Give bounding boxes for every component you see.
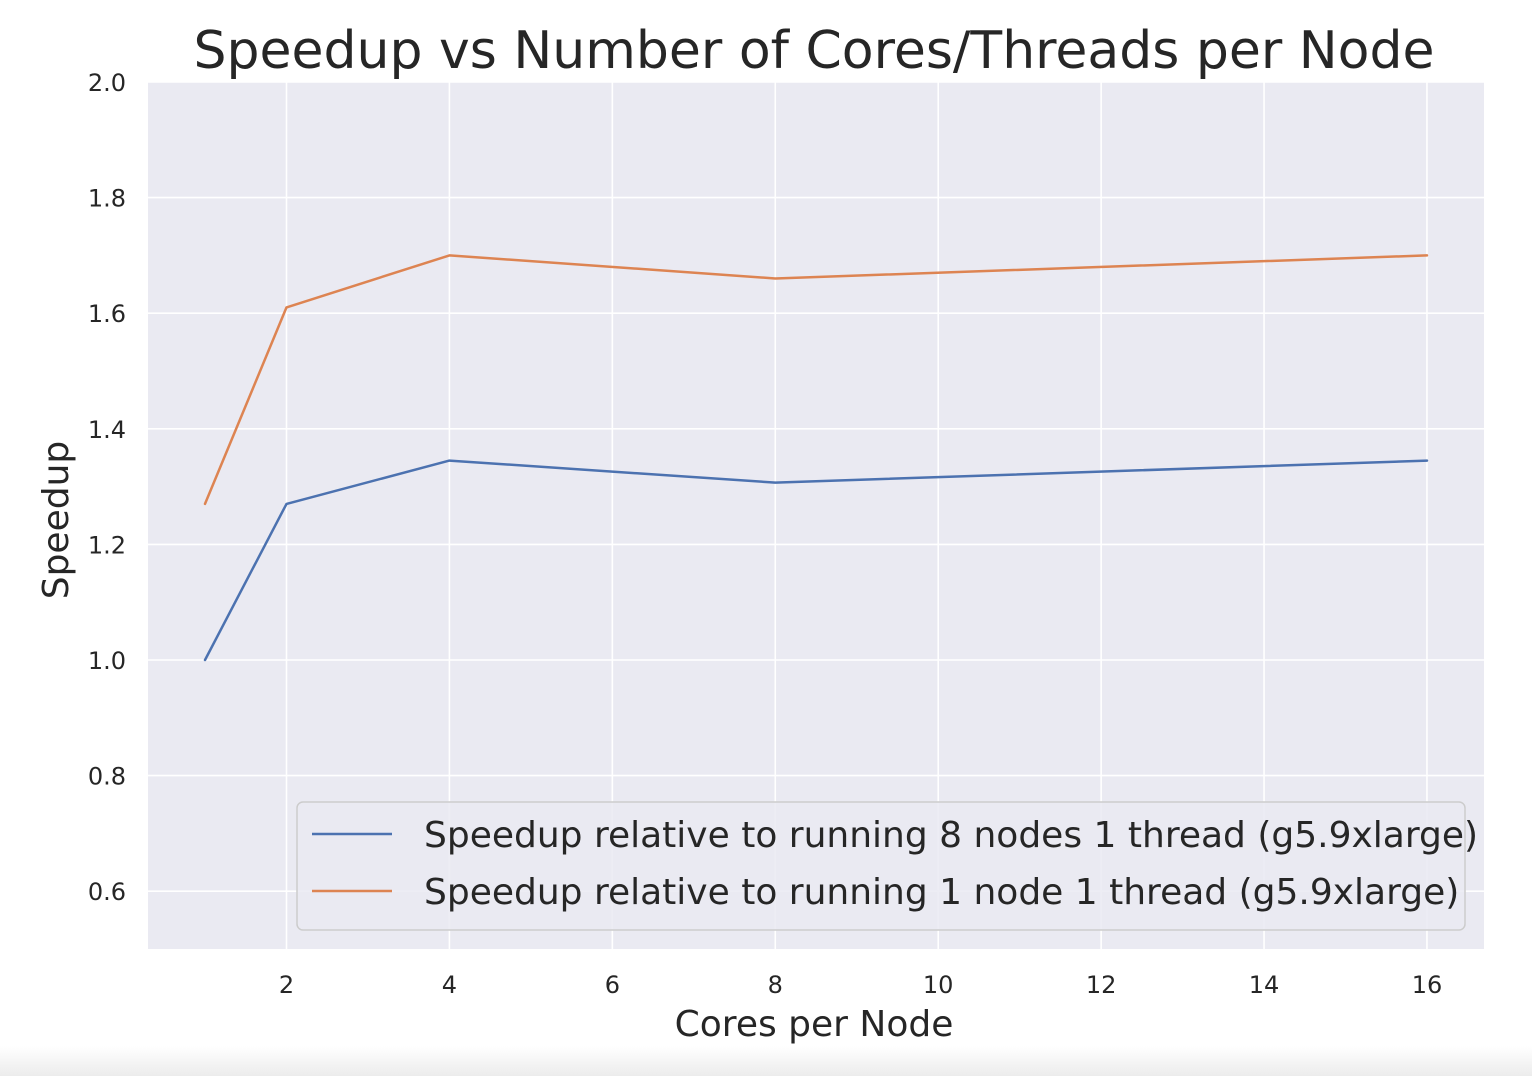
- y-tick-label: 1.8: [88, 185, 126, 213]
- legend-label-series-2: Speedup relative to running 1 node 1 thr…: [424, 872, 1459, 913]
- y-tick-label: 1.0: [88, 647, 126, 675]
- x-tick-label: 4: [442, 971, 457, 999]
- legend: Speedup relative to running 8 nodes 1 th…: [296, 801, 1478, 931]
- series-1-point: [286, 503, 287, 504]
- tick-labels: 2 4 6 8 10 12 14 16 0.6 0.8 1.0 1.2 1.4 1.6 1.8 2.0: [88, 69, 1442, 999]
- x-tick-label: 2: [279, 971, 294, 999]
- y-tick-label: 1.4: [88, 416, 126, 444]
- series-lines: [203, 254, 1429, 662]
- series-2-point: [286, 307, 287, 308]
- y-tick-label: 2.0: [88, 69, 126, 97]
- x-tick-label: 16: [1412, 971, 1443, 999]
- x-tick-label: 12: [1086, 971, 1117, 999]
- series-2-point: [1426, 255, 1427, 256]
- y-tick-label: 0.8: [88, 763, 126, 791]
- x-tick-label: 6: [605, 971, 620, 999]
- x-axis-label: Cores per Node: [675, 1004, 954, 1045]
- x-tick-label: 8: [768, 971, 783, 999]
- series-2-point: [205, 503, 206, 504]
- series-2-point: [775, 278, 776, 279]
- window-bottom-edge: [0, 1046, 1532, 1076]
- series-line-1: [203, 459, 1429, 662]
- series-1-point: [1426, 460, 1427, 461]
- series-1-point: [449, 460, 450, 461]
- x-tick-label: 10: [923, 971, 954, 999]
- legend-box: [296, 801, 1466, 931]
- series-2-point: [449, 255, 450, 256]
- series-1-point: [775, 482, 776, 483]
- y-tick-label: 1.2: [88, 531, 126, 559]
- y-tick-label: 0.6: [88, 878, 126, 906]
- y-tick-label: 1.6: [88, 300, 126, 328]
- series-line-2: [203, 254, 1429, 506]
- chart-title: Speedup vs Number of Cores/Threads per N…: [194, 21, 1435, 81]
- y-axis-label: Speedup: [36, 441, 77, 600]
- x-tick-label: 14: [1249, 971, 1280, 999]
- legend-label-series-1: Speedup relative to running 8 nodes 1 th…: [424, 815, 1478, 856]
- series-1-point: [205, 660, 206, 661]
